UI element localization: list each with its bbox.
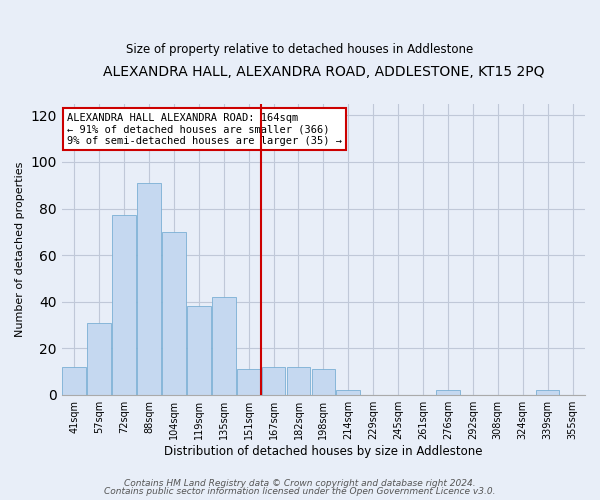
Bar: [137, 183, 161, 394]
Text: Contains HM Land Registry data © Crown copyright and database right 2024.: Contains HM Land Registry data © Crown c…: [124, 478, 476, 488]
Title: ALEXANDRA HALL, ALEXANDRA ROAD, ADDLESTONE, KT15 2PQ: ALEXANDRA HALL, ALEXANDRA ROAD, ADDLESTO…: [103, 65, 544, 79]
Text: ALEXANDRA HALL ALEXANDRA ROAD: 164sqm
← 91% of detached houses are smaller (366): ALEXANDRA HALL ALEXANDRA ROAD: 164sqm ← …: [67, 112, 342, 146]
Bar: [436, 390, 460, 394]
Bar: [262, 367, 286, 394]
Bar: [337, 390, 360, 394]
Text: Contains public sector information licensed under the Open Government Licence v3: Contains public sector information licen…: [104, 488, 496, 496]
Bar: [287, 367, 310, 394]
Bar: [62, 367, 86, 394]
Bar: [212, 297, 236, 394]
Text: Size of property relative to detached houses in Addlestone: Size of property relative to detached ho…: [127, 42, 473, 56]
Bar: [88, 322, 111, 394]
Bar: [112, 216, 136, 394]
Bar: [162, 232, 186, 394]
Bar: [311, 369, 335, 394]
Bar: [237, 369, 260, 394]
Bar: [536, 390, 559, 394]
Y-axis label: Number of detached properties: Number of detached properties: [15, 162, 25, 337]
X-axis label: Distribution of detached houses by size in Addlestone: Distribution of detached houses by size …: [164, 444, 482, 458]
Bar: [187, 306, 211, 394]
